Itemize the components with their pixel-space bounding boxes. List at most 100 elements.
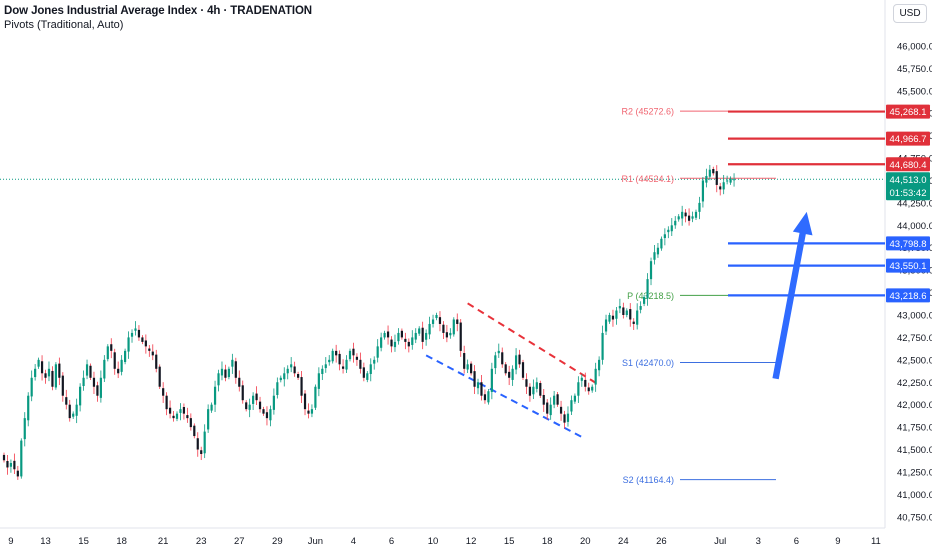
- x-tick-label: 10: [428, 536, 439, 547]
- candle-body: [241, 385, 244, 401]
- candle-body: [445, 332, 448, 338]
- time-axis[interactable]: 9 13 15 18 21 23 27 29 Jun 4 6 10 12 15 18 20 24 26 Jul 3 6 9…: [8, 536, 881, 547]
- candle-body: [272, 395, 275, 410]
- candle-body: [179, 409, 182, 413]
- candle-body: [58, 363, 61, 378]
- candle-body: [608, 314, 611, 322]
- candle-body: [20, 440, 23, 477]
- candle-body: [366, 373, 369, 380]
- candle-body: [255, 393, 258, 401]
- indicator-label[interactable]: Pivots (Traditional, Auto): [4, 19, 124, 31]
- grid: [0, 0, 886, 529]
- candle-body: [397, 332, 400, 342]
- candle-body: [584, 379, 587, 387]
- x-tick-label: Jul: [714, 536, 726, 547]
- channel-upper-line: [467, 302, 600, 386]
- candle-body: [348, 350, 352, 360]
- candle-body: [182, 407, 186, 414]
- candle-body: [570, 400, 573, 412]
- candle-body: [355, 356, 359, 360]
- candle-body: [598, 359, 601, 371]
- candle-body: [611, 315, 615, 320]
- candle-body: [265, 412, 269, 419]
- y-tick-label: 42,500.0: [897, 355, 932, 366]
- candle-body: [726, 180, 729, 182]
- candle-body: [483, 394, 487, 401]
- candle-body: [663, 234, 666, 239]
- pivot-label-s2: S2 (41164.4): [623, 475, 674, 485]
- candle-body: [729, 178, 732, 183]
- candle-body: [559, 406, 563, 414]
- level-price-tag-text: 43,550.1: [890, 261, 927, 272]
- candle-body: [220, 368, 224, 376]
- x-tick-label: 6: [794, 536, 799, 547]
- candle-body: [670, 225, 673, 232]
- candle-body: [601, 332, 604, 360]
- level-price-tag: [886, 236, 930, 251]
- candle-body: [40, 361, 44, 374]
- candle-body: [521, 362, 525, 378]
- candle-body: [712, 168, 715, 174]
- candle-body: [674, 220, 677, 226]
- candle-body: [134, 328, 137, 331]
- candle-body: [708, 169, 711, 177]
- candle-body: [23, 418, 26, 440]
- candle-body: [68, 404, 71, 419]
- candle-body: [466, 364, 469, 370]
- candle-body: [646, 279, 649, 299]
- candle-body: [459, 322, 462, 351]
- y-tick-label: 41,000.0: [897, 490, 932, 501]
- candle-body: [269, 409, 272, 421]
- candle-body: [615, 310, 618, 319]
- candle-body: [480, 382, 483, 396]
- candle-body: [438, 317, 442, 324]
- candle-body: [473, 371, 476, 387]
- candle-body: [262, 409, 265, 414]
- candle-body: [376, 346, 379, 358]
- candle-body: [151, 351, 154, 356]
- candle-body: [629, 309, 632, 320]
- candle-body: [203, 431, 206, 454]
- level-price-tag-text: 44,680.4: [890, 160, 927, 171]
- candle-body: [643, 297, 646, 304]
- currency-button[interactable]: USD: [893, 4, 927, 23]
- candle-body: [310, 409, 314, 414]
- candle-body: [148, 348, 151, 351]
- candle-body: [514, 355, 518, 370]
- candle-body: [414, 332, 417, 340]
- candle-body: [577, 382, 580, 396]
- candle-body: [16, 470, 19, 477]
- candle-body: [92, 377, 96, 387]
- candle-body: [418, 328, 421, 334]
- candle-body: [54, 364, 57, 388]
- candle-body: [719, 186, 722, 190]
- candle-body: [200, 450, 203, 455]
- candle-body: [120, 359, 123, 372]
- x-tick-label: 9: [8, 536, 13, 547]
- x-tick-label: 20: [580, 536, 591, 547]
- candle-body: [13, 460, 16, 470]
- candle-body: [297, 374, 300, 378]
- candle-body: [604, 319, 608, 332]
- candle-body: [47, 368, 51, 377]
- candle-body: [511, 368, 514, 380]
- y-tick-label: 41,250.0: [897, 467, 932, 478]
- candle-body: [79, 386, 82, 406]
- candle-body: [373, 359, 376, 364]
- candle-body: [2, 454, 6, 461]
- candle-body: [155, 354, 158, 369]
- candle-body: [85, 364, 89, 376]
- candle-body: [300, 377, 303, 396]
- level-price-tag: [886, 104, 930, 119]
- candle-body: [698, 202, 701, 212]
- candle-body: [248, 404, 251, 410]
- candle-body: [487, 391, 490, 403]
- candle-body: [328, 359, 331, 363]
- candle-body: [331, 350, 334, 362]
- candle-body: [345, 359, 348, 370]
- x-tick-label: 15: [504, 536, 515, 547]
- candle-body: [252, 395, 255, 404]
- candle-body: [456, 319, 459, 324]
- candle-body: [549, 404, 552, 416]
